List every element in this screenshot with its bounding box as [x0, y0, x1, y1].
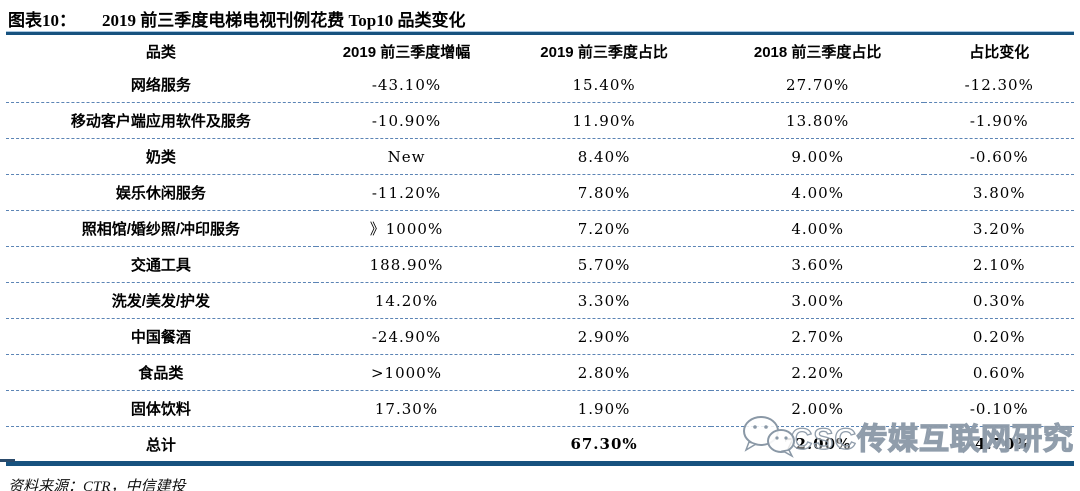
value-cell: 3.60% [710, 246, 925, 283]
total-share-change-cell: -4.70% [967, 435, 1031, 453]
category-cell: 移动客户端应用软件及服务 [6, 102, 316, 139]
value-cell: 27.70% [710, 67, 925, 103]
value-cell: 7.20% [497, 210, 711, 247]
category-cell: 照相馆/婚纱照/冲印服务 [6, 210, 316, 247]
header-row: 品类 2019 前三季度增幅 2019 前三季度占比 2018 前三季度占比 占… [6, 35, 1074, 67]
value-cell: New [315, 138, 498, 175]
table-row: 交通工具 188.90% 5.70% 3.60% 2.10% [6, 246, 1074, 283]
total-growth-cell [316, 427, 498, 462]
table-row: 移动客户端应用软件及服务 -10.90% 11.90% 13.80% -1.90… [6, 102, 1074, 139]
figure-label: 图表10： [8, 11, 76, 30]
total-share-2019-cell: 67.30% [570, 435, 638, 453]
value-cell: 14.20% [315, 282, 498, 319]
value-cell: 0.30% [924, 282, 1074, 319]
column-header-share-change: 占比变化 [969, 43, 1030, 61]
value-cell: -1.90% [924, 102, 1074, 139]
table-row: 固体饮料 17.30% 1.90% 2.00% -0.10% [6, 390, 1074, 427]
column-header-category: 品类 [145, 43, 176, 61]
value-cell: -24.90% [315, 318, 498, 355]
column-header-growth-2019: 2019 前三季度增幅 [342, 43, 471, 61]
table-row: 娱乐休闲服务 -11.20% 7.80% 4.00% 3.80% [6, 174, 1074, 211]
table-row: 网络服务 -43.10% 15.40% 27.70% -12.30% [6, 67, 1074, 103]
value-cell: -43.10% [315, 67, 498, 103]
source-note: 资料来源：CTR，中信建投 [8, 479, 186, 491]
value-cell: 4.00% [710, 174, 925, 211]
table-row: 照相馆/婚纱照/冲印服务 》1000% 7.20% 4.00% 3.20% [6, 210, 1074, 247]
category-cell: 奶类 [6, 138, 316, 175]
table-row: 洗发/美发/护发 14.20% 3.30% 3.00% 0.30% [6, 282, 1074, 319]
value-cell: 9.00% [710, 138, 925, 175]
total-share-2018-cell: 72.00% [784, 435, 852, 453]
value-cell: -0.60% [924, 138, 1074, 175]
value-cell: -0.10% [924, 390, 1074, 427]
value-cell: 15.40% [497, 67, 711, 103]
divider-left-notch [0, 459, 15, 462]
category-cell: 中国餐酒 [6, 318, 316, 355]
value-cell: -12.30% [924, 67, 1074, 103]
value-cell: 4.00% [710, 210, 925, 247]
figure-title: 2019 前三季度电梯电视刊例花费 Top10 品类变化 [102, 11, 466, 30]
accent-divider-bottom [0, 459, 1074, 466]
value-cell: 2.00% [710, 390, 925, 427]
value-cell: 2.70% [710, 318, 925, 355]
table-row: 奶类 New 8.40% 9.00% -0.60% [6, 138, 1074, 175]
figure-header: 图表10： 2019 前三季度电梯电视刊例花费 Top10 品类变化 [0, 0, 1080, 30]
value-cell: 3.30% [497, 282, 711, 319]
value-cell: -11.20% [315, 174, 498, 211]
value-cell: 》1000% [315, 210, 498, 247]
value-cell: 17.30% [315, 390, 498, 427]
value-cell: 3.20% [924, 210, 1074, 247]
table-row: 食品类 >1000% 2.80% 2.20% 0.60% [6, 354, 1074, 391]
category-cell: 固体饮料 [6, 390, 316, 427]
accent-divider-top [6, 31, 1074, 35]
category-cell: 食品类 [6, 354, 316, 391]
value-cell: 11.90% [497, 102, 711, 139]
value-cell: 2.90% [497, 318, 711, 355]
value-cell: 1.90% [497, 390, 711, 427]
value-cell: 8.40% [497, 138, 711, 175]
total-label: 总计 [145, 436, 176, 454]
total-row: 总计 67.30% 72.00% -4.70% [6, 427, 1074, 462]
value-cell: 2.80% [497, 354, 711, 391]
value-cell: 0.60% [924, 354, 1074, 391]
value-cell: 13.80% [710, 102, 925, 139]
column-header-share-2019: 2019 前三季度占比 [540, 43, 668, 61]
value-cell: 2.10% [924, 246, 1074, 283]
category-cell: 交通工具 [6, 246, 316, 283]
value-cell: 188.90% [315, 246, 498, 283]
category-cell: 网络服务 [6, 67, 316, 103]
value-cell: 3.80% [924, 174, 1074, 211]
value-cell: 0.20% [924, 318, 1074, 355]
value-cell: 5.70% [497, 246, 711, 283]
category-table: 品类 2019 前三季度增幅 2019 前三季度占比 2018 前三季度占比 占… [6, 35, 1074, 461]
value-cell: 2.20% [710, 354, 925, 391]
value-cell: -10.90% [315, 102, 498, 139]
column-header-share-2018: 2018 前三季度占比 [753, 43, 882, 61]
category-cell: 洗发/美发/护发 [6, 282, 316, 319]
category-cell: 娱乐休闲服务 [6, 174, 316, 211]
value-cell: 7.80% [497, 174, 711, 211]
value-cell: >1000% [315, 354, 498, 391]
table-row: 中国餐酒 -24.90% 2.90% 2.70% 0.20% [6, 318, 1074, 355]
value-cell: 3.00% [710, 282, 925, 319]
